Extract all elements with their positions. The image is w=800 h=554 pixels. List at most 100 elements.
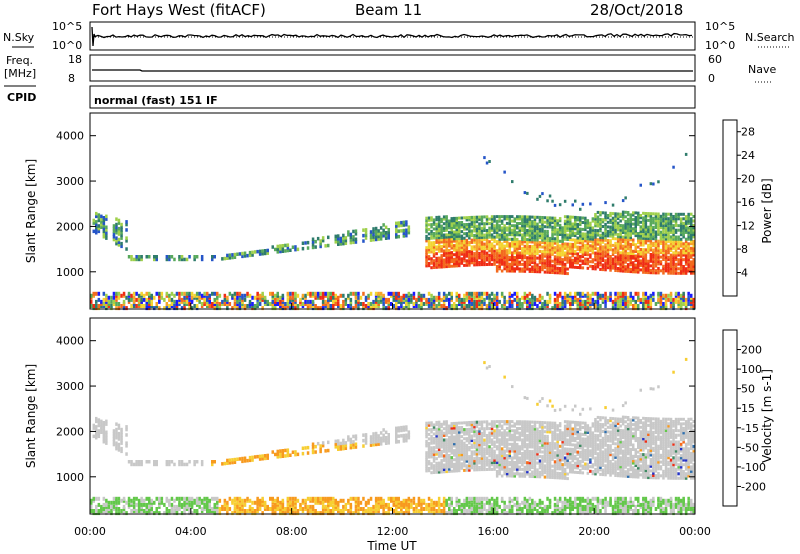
power-cell <box>253 250 257 254</box>
velocity-cell <box>455 437 458 441</box>
power-cell <box>659 302 663 306</box>
velocity-cell <box>140 507 143 511</box>
power-cell <box>475 240 479 244</box>
power-cell <box>526 217 529 221</box>
power-cell <box>626 245 630 248</box>
power-cell <box>362 291 365 296</box>
power-cell <box>498 224 501 228</box>
power-cell <box>498 240 501 244</box>
power-cell <box>687 235 690 239</box>
power-cell <box>500 215 504 219</box>
power-cell <box>558 230 562 234</box>
velocity-cell <box>437 425 441 429</box>
power-cell <box>485 247 489 251</box>
power-cell <box>667 255 670 259</box>
power-cell <box>556 232 559 236</box>
power-cell <box>634 256 637 260</box>
power-cell <box>604 238 607 242</box>
power-cell <box>571 261 574 265</box>
power-cell <box>417 291 421 296</box>
power-cell <box>480 291 484 296</box>
power-cell <box>563 242 567 246</box>
power-cell <box>649 216 653 220</box>
power-cell <box>674 271 678 275</box>
power-cell <box>516 224 519 228</box>
power-cell <box>647 259 650 263</box>
velocity-cell <box>377 434 380 438</box>
velocity-cell <box>107 507 111 511</box>
velocity-cell <box>382 498 385 503</box>
power-cell <box>672 265 675 268</box>
power-cell <box>594 213 597 216</box>
power-cell <box>677 291 680 296</box>
power-cell <box>455 304 458 308</box>
power-cell <box>495 228 499 232</box>
velocity-cell <box>453 431 456 434</box>
velocity-cell <box>180 511 184 516</box>
power-cell <box>379 297 383 302</box>
power-cell <box>614 230 617 234</box>
power-cell <box>594 231 597 235</box>
velocity-cell <box>450 431 453 435</box>
power-cell <box>642 232 645 236</box>
power-cell <box>453 237 456 241</box>
power-cell <box>599 304 602 308</box>
velocity-cell <box>465 432 469 436</box>
velocity-cell <box>395 440 398 444</box>
y-tick-label: 3000 <box>56 175 84 188</box>
power-cell <box>427 236 431 240</box>
power-cell <box>170 291 174 296</box>
power-cell <box>200 302 204 306</box>
power-cell <box>503 224 506 228</box>
power-cell <box>500 226 504 230</box>
power-cell <box>594 228 597 232</box>
power-cell <box>337 242 340 246</box>
velocity-cell <box>314 450 317 454</box>
velocity-cell <box>347 509 350 513</box>
power-cell <box>553 304 557 308</box>
velocity-cell <box>185 496 189 501</box>
power-cell <box>644 257 648 261</box>
power-cell <box>662 248 665 252</box>
power-cell <box>674 291 678 296</box>
power-cell <box>427 232 431 236</box>
power-cell <box>473 245 476 249</box>
power-cell <box>596 242 600 246</box>
power-cell <box>679 240 683 243</box>
power-cell <box>400 297 403 302</box>
power-cell <box>115 228 118 232</box>
power-cell <box>269 291 272 296</box>
power-cell <box>647 250 650 254</box>
power-cell <box>546 241 549 245</box>
velocity-cell <box>453 453 456 457</box>
power-cell <box>609 268 612 272</box>
power-cell <box>586 302 590 306</box>
power-cell <box>589 221 592 225</box>
power-cell <box>180 291 184 296</box>
power-cell <box>558 239 562 243</box>
power-cell <box>279 247 282 251</box>
power-cell <box>430 229 433 233</box>
power-cell <box>601 247 605 251</box>
velocity-cell <box>178 496 181 501</box>
power-cell <box>624 247 627 251</box>
power-cell <box>626 304 630 308</box>
cpid-label: CPID <box>7 91 36 104</box>
power-cell <box>369 235 373 240</box>
velocity-cell <box>475 450 479 454</box>
power-cell <box>253 304 257 308</box>
velocity-cell <box>296 509 300 513</box>
power-cell <box>682 269 685 273</box>
power-cell <box>516 256 519 259</box>
power-cell <box>511 304 514 308</box>
power-cell <box>508 217 511 221</box>
velocity-cell <box>470 511 474 516</box>
power-cell <box>692 246 695 250</box>
power-cell <box>579 234 582 238</box>
power-cell <box>614 255 617 259</box>
power-cell <box>571 203 574 207</box>
power-cell <box>102 297 106 302</box>
velocity-cell <box>437 445 441 449</box>
power-cell <box>551 232 554 236</box>
power-cell <box>621 246 625 250</box>
